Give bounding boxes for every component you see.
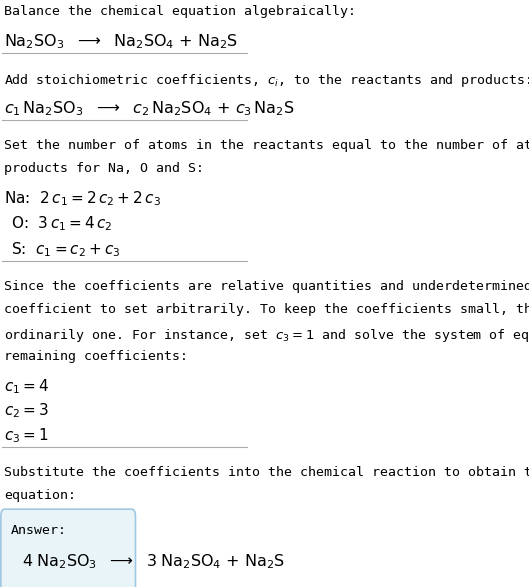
Text: $c_1 = 4$: $c_1 = 4$ (5, 377, 50, 396)
Text: $c_3 = 1$: $c_3 = 1$ (5, 427, 49, 445)
Text: $4\;\mathrm{Na_2SO_3}$  $\longrightarrow$  $3\;\mathrm{Na_2SO_4}$ + $\mathrm{Na_: $4\;\mathrm{Na_2SO_3}$ $\longrightarrow$… (22, 552, 285, 571)
Text: Set the number of atoms in the reactants equal to the number of atoms in the: Set the number of atoms in the reactants… (5, 139, 529, 151)
Text: $c_1\,\mathrm{Na_2SO_3}$  $\longrightarrow$  $c_2\,\mathrm{Na_2SO_4}$ + $c_3\,\m: $c_1\,\mathrm{Na_2SO_3}$ $\longrightarro… (5, 99, 295, 117)
FancyBboxPatch shape (1, 509, 135, 587)
Text: remaining coefficients:: remaining coefficients: (5, 350, 188, 363)
Text: Na:  $2\,c_1 = 2\,c_2 + 2\,c_3$: Na: $2\,c_1 = 2\,c_2 + 2\,c_3$ (5, 189, 161, 208)
Text: $c_2 = 3$: $c_2 = 3$ (5, 402, 49, 420)
Text: $\mathrm{Na_2SO_3}$  $\longrightarrow$  $\mathrm{Na_2SO_4}$ + $\mathrm{Na_2S}$: $\mathrm{Na_2SO_3}$ $\longrightarrow$ $\… (5, 32, 239, 51)
Text: products for Na, O and S:: products for Na, O and S: (5, 162, 205, 175)
Text: Since the coefficients are relative quantities and underdetermined, choose a: Since the coefficients are relative quan… (5, 280, 529, 293)
Text: Balance the chemical equation algebraically:: Balance the chemical equation algebraica… (5, 5, 357, 18)
Text: ordinarily one. For instance, set $c_3 = 1$ and solve the system of equations fo: ordinarily one. For instance, set $c_3 =… (5, 326, 529, 343)
Text: equation:: equation: (5, 490, 77, 502)
Text: S:  $c_1 = c_2 + c_3$: S: $c_1 = c_2 + c_3$ (11, 241, 120, 259)
Text: coefficient to set arbitrarily. To keep the coefficients small, the arbitrary va: coefficient to set arbitrarily. To keep … (5, 303, 529, 316)
Text: Substitute the coefficients into the chemical reaction to obtain the balanced: Substitute the coefficients into the che… (5, 466, 529, 479)
Text: Add stoichiometric coefficients, $c_i$, to the reactants and products:: Add stoichiometric coefficients, $c_i$, … (5, 72, 529, 89)
Text: Answer:: Answer: (11, 524, 67, 537)
Text: O:  $3\,c_1 = 4\,c_2$: O: $3\,c_1 = 4\,c_2$ (11, 215, 112, 234)
